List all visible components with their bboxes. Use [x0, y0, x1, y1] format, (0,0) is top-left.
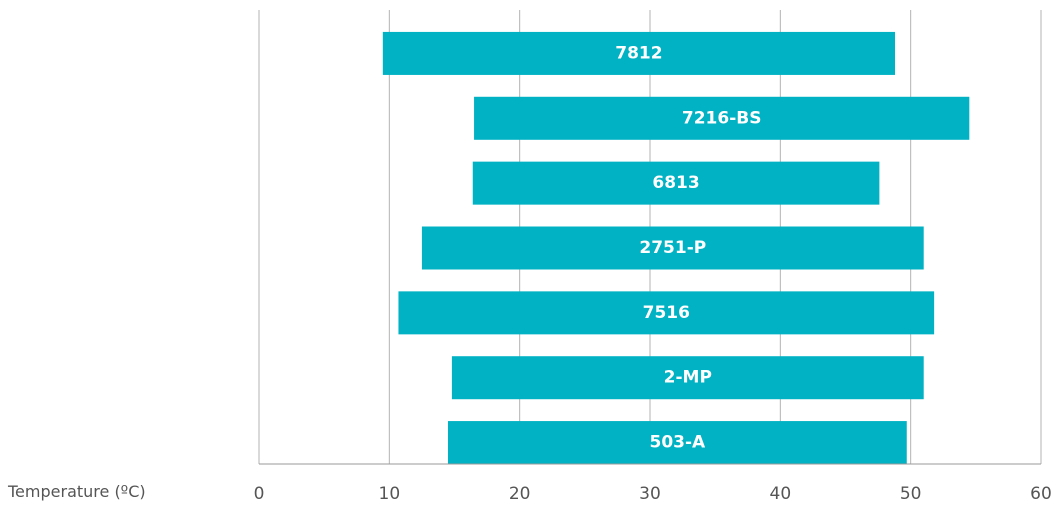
bar-503-A — [447, 421, 907, 465]
bar-2-MP — [451, 356, 924, 400]
x-tick-label: 60 — [1030, 484, 1052, 504]
bars: 7812 7216-BS 6813 2751-P 7516 2-MP 503-A — [382, 31, 970, 465]
bar-label: 7216-BS — [682, 108, 762, 128]
bar-group: 2751-P — [421, 226, 924, 270]
bar-label: 7516 — [643, 303, 690, 323]
x-axis-title: Temperature (ºC) — [7, 482, 146, 501]
x-tick-label: 10 — [379, 484, 401, 504]
x-tick-labels: 0 10 20 30 40 50 60 — [254, 484, 1052, 504]
bar-group: 6813 — [472, 161, 880, 205]
bar-label: 503-A — [650, 433, 707, 453]
x-tick-label: 40 — [770, 484, 792, 504]
bar-2751-P — [421, 226, 924, 270]
bar-label: 6813 — [652, 173, 699, 193]
bar-label: 2-MP — [664, 368, 712, 388]
bar-7812 — [382, 31, 896, 75]
x-tick-label: 30 — [639, 484, 661, 504]
bar-group: 7216-BS — [474, 96, 970, 140]
bar-label: 7812 — [615, 43, 662, 63]
x-tick-label: 50 — [900, 484, 922, 504]
x-tick-label: 0 — [254, 484, 265, 504]
x-tick-label: 20 — [509, 484, 531, 504]
bar-group: 7516 — [398, 291, 935, 335]
bar-7516 — [398, 291, 935, 335]
bar-6813 — [472, 161, 880, 205]
bar-group: 503-A — [447, 421, 907, 465]
bar-group: 2-MP — [451, 356, 924, 400]
bar-7216-BS — [474, 96, 970, 140]
bar-group: 7812 — [382, 31, 896, 75]
bar-label: 2751-P — [639, 238, 706, 258]
